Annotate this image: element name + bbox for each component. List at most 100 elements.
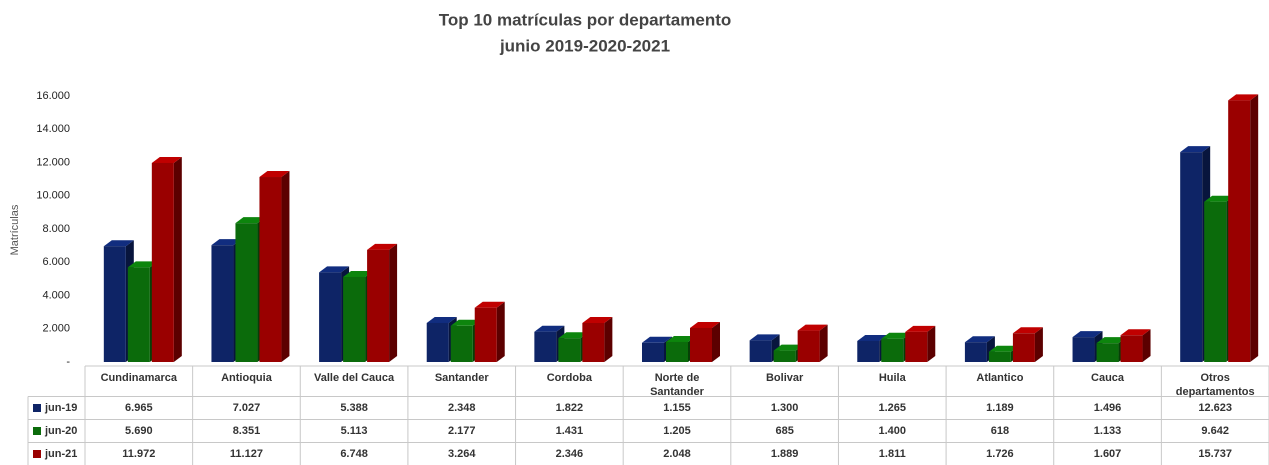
bar-top [881,332,912,339]
table-value: 2.348 [448,402,476,414]
bar-top [1180,146,1211,153]
table-value: 9.642 [1201,425,1229,437]
bar-top [749,334,780,341]
bar [690,327,712,362]
legend-key [33,427,41,435]
bar-top [151,156,182,163]
x-tick-label: Cauca [1091,372,1125,384]
chart-subtitle: junio 2019-2020-2021 [499,36,670,55]
bar [666,341,688,362]
table-value: 7.027 [233,402,261,414]
bar-top [450,319,481,326]
bar-top [1096,337,1127,344]
y-tick-label: 14.000 [36,123,70,135]
bar [1072,337,1095,362]
table-value: 6.965 [125,402,153,414]
bar [558,338,581,362]
legend-key [33,450,41,458]
bar [534,331,557,362]
table-value: 1.155 [663,402,691,414]
y-tick-label: 8.000 [42,223,70,235]
bar [582,322,605,362]
bar-side [496,301,505,362]
bar-side [389,243,398,362]
table-value: 1.607 [1094,448,1122,460]
bar [988,351,1011,362]
bar-top [773,344,804,351]
bar [1120,335,1143,362]
x-tick-label: Huila [879,372,907,384]
table-value: 8.351 [233,425,261,437]
bar-side [1250,94,1259,362]
bar-top [797,324,828,331]
bar [773,350,796,362]
bar-top [319,266,350,273]
bar-top [426,316,457,323]
legend-label: jun-19 [44,402,77,414]
x-tick-label: Valle del Cauca [314,372,395,384]
bar [1228,100,1251,362]
bar [235,223,258,362]
bar-side [819,324,828,362]
bar [881,338,904,362]
bar-top [534,325,565,332]
bar-top [666,335,696,342]
bar [749,340,772,362]
bar-side [712,321,720,362]
table-value: 618 [991,425,1009,437]
bar [797,330,820,362]
bar-top [103,240,134,247]
y-axis-label: Matrículas [9,204,21,255]
table-value: 1.431 [556,425,584,437]
bar-top [474,301,505,308]
bar-top [1228,94,1259,101]
x-tick-label: Atlantico [976,372,1023,384]
bar [474,307,497,362]
table-value: 11.127 [230,448,263,460]
bar-top [1072,331,1103,338]
y-tick-label: 16.000 [36,90,70,102]
table-value: 11.972 [122,448,155,460]
bar-top [857,334,888,341]
bar-top [235,217,266,224]
x-tick-label: Antioquia [221,372,273,384]
bar-top [367,243,398,250]
bar [1180,152,1203,362]
bar-top [582,316,613,323]
bar [642,342,664,362]
table-value: 5.690 [125,425,153,437]
bar-top [642,336,672,343]
table-value: 2.346 [556,448,584,460]
x-tick-label: Santander [435,372,490,384]
bar-side [927,325,936,362]
x-tick-label: Cordoba [547,372,593,384]
bar [857,340,880,362]
table-value: 5.388 [340,402,368,414]
bar-top [343,270,374,277]
table-value: 12.623 [1198,402,1232,414]
table-value: 1.811 [879,448,906,460]
table-value: 5.113 [341,425,368,437]
bar [103,246,126,362]
bar-side [1142,329,1151,362]
bar-top [905,325,936,332]
x-tick-label: Cundinamarca [101,372,178,384]
legend-label: jun-20 [44,425,77,437]
bar [343,276,366,362]
table-value: 2.177 [448,425,476,437]
bar [964,342,987,362]
bar [905,331,928,362]
table-value: 1.133 [1094,425,1122,437]
chart-title: Top 10 matrículas por departamento [439,10,732,29]
table-value: 1.889 [771,448,799,460]
bar-side [1034,327,1043,362]
bar-top [558,332,589,339]
bar [151,162,174,362]
y-tick-label: 10.000 [36,190,70,202]
bar [1012,333,1035,362]
bar [426,322,449,362]
bar [1096,343,1119,362]
table-value: 1.300 [771,402,799,414]
bar-top [211,239,242,246]
legend-label: jun-21 [44,448,77,460]
